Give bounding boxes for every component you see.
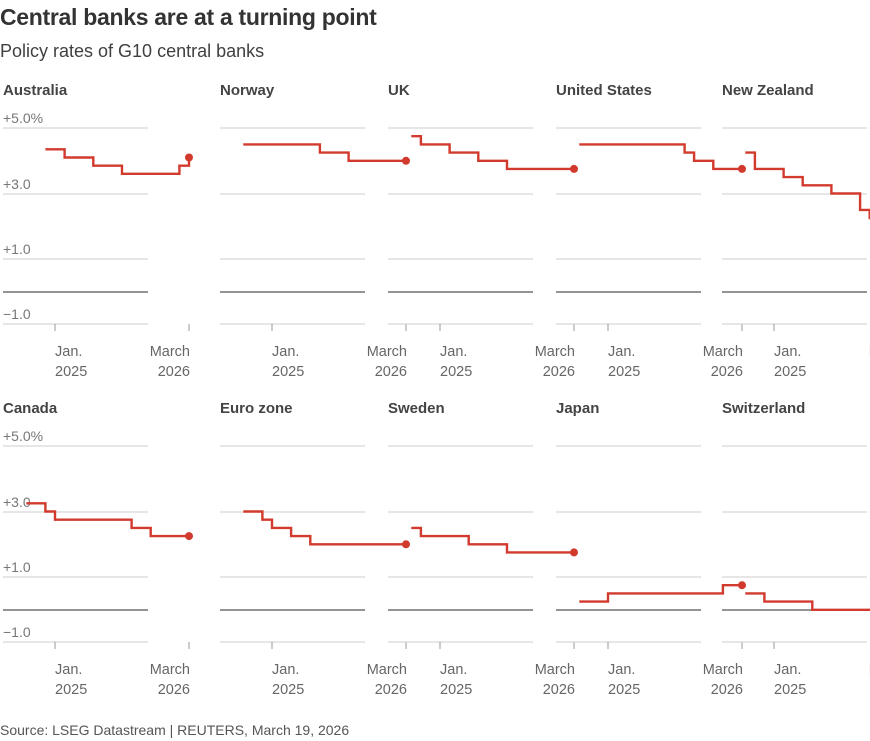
y-tick-label: +1.0 xyxy=(3,559,31,575)
series-line-switzerland xyxy=(745,592,870,611)
series-line-united-states xyxy=(579,143,742,171)
x-tick-label: 2025 xyxy=(440,364,472,380)
x-tick-label: Jan. xyxy=(272,662,299,678)
x-tick-label: March xyxy=(367,344,407,360)
chart-title: Central banks are at a turning point xyxy=(0,4,377,30)
y-tick-label: +3.0 xyxy=(3,494,31,510)
series-line-canada xyxy=(26,502,189,538)
x-tick-label: March xyxy=(535,662,575,678)
x-tick-label: 2025 xyxy=(774,682,806,698)
series-endpoint-norway xyxy=(402,156,410,165)
x-tick-label: 2026 xyxy=(543,364,575,380)
series-endpoint-canada xyxy=(185,532,193,541)
panel-title-new-zealand: New Zealand xyxy=(722,82,814,99)
x-tick-label: Jan. xyxy=(440,662,467,678)
panel-title-japan: Japan xyxy=(556,400,599,417)
y-tick-label: −1.0 xyxy=(3,624,31,640)
x-tick-label: 2026 xyxy=(711,364,743,380)
y-tick-label: +5.0% xyxy=(3,110,43,126)
panel-title-australia: Australia xyxy=(3,82,68,99)
x-tick-label: Jan. xyxy=(440,344,467,360)
x-tick-label: 2025 xyxy=(272,364,304,380)
x-tick-label: March xyxy=(703,662,743,678)
x-tick-label: 2025 xyxy=(774,364,806,380)
x-tick-label: 2026 xyxy=(375,682,407,698)
x-tick-label: 2026 xyxy=(543,682,575,698)
panel-title-norway: Norway xyxy=(220,82,275,99)
series-line-uk xyxy=(411,135,574,171)
x-tick-label: March xyxy=(535,344,575,360)
x-tick-label: 2026 xyxy=(158,364,190,380)
x-tick-label: 2025 xyxy=(608,682,640,698)
panel-title-switzerland: Switzerland xyxy=(722,400,805,417)
x-tick-label: Jan. xyxy=(55,662,82,678)
series-line-australia xyxy=(45,148,191,175)
x-tick-label: 2025 xyxy=(55,682,87,698)
series-line-sweden xyxy=(411,526,574,554)
x-tick-label: March xyxy=(869,662,870,678)
x-tick-label: 2025 xyxy=(440,682,472,698)
x-tick-label: March xyxy=(150,344,190,360)
panel-title-canada: Canada xyxy=(3,400,58,417)
y-tick-label: −1.0 xyxy=(3,306,31,322)
series-line-norway xyxy=(243,143,406,162)
y-tick-label: +1.0 xyxy=(3,241,31,257)
panel-title-sweden: Sweden xyxy=(388,400,445,417)
series-endpoint-uk xyxy=(570,164,578,173)
source-note: Source: LSEG Datastream | REUTERS, March… xyxy=(0,722,350,738)
series-line-new-zealand xyxy=(745,151,870,220)
x-tick-label: Jan. xyxy=(272,344,299,360)
panel-title-euro-zone: Euro zone xyxy=(220,400,293,417)
series-endpoint-sweden xyxy=(570,548,578,557)
y-tick-label: +3.0 xyxy=(3,176,31,192)
x-tick-label: 2026 xyxy=(158,682,190,698)
series-endpoint-australia xyxy=(185,153,193,162)
x-tick-label: 2025 xyxy=(272,682,304,698)
x-tick-label: Jan. xyxy=(774,662,801,678)
x-tick-label: Jan. xyxy=(774,344,801,360)
x-tick-label: March xyxy=(703,344,743,360)
x-tick-label: Jan. xyxy=(608,662,635,678)
x-tick-label: 2025 xyxy=(55,364,87,380)
panel-title-uk: UK xyxy=(388,82,410,99)
series-line-euro-zone xyxy=(243,510,406,546)
x-tick-label: 2025 xyxy=(608,364,640,380)
y-tick-label: +5.0% xyxy=(3,428,43,444)
x-tick-label: Jan. xyxy=(608,344,635,360)
x-tick-label: March xyxy=(367,662,407,678)
chart-subtitle: Policy rates of G10 central banks xyxy=(0,41,265,61)
series-endpoint-united-states xyxy=(738,164,746,173)
x-tick-label: March xyxy=(869,344,870,360)
series-endpoint-euro-zone xyxy=(402,540,410,549)
series-line-japan xyxy=(579,584,742,603)
x-tick-label: 2026 xyxy=(711,682,743,698)
x-tick-label: 2026 xyxy=(375,364,407,380)
panel-title-united-states: United States xyxy=(556,82,652,99)
x-tick-label: Jan. xyxy=(55,344,82,360)
x-tick-label: March xyxy=(150,662,190,678)
series-endpoint-japan xyxy=(738,581,746,590)
